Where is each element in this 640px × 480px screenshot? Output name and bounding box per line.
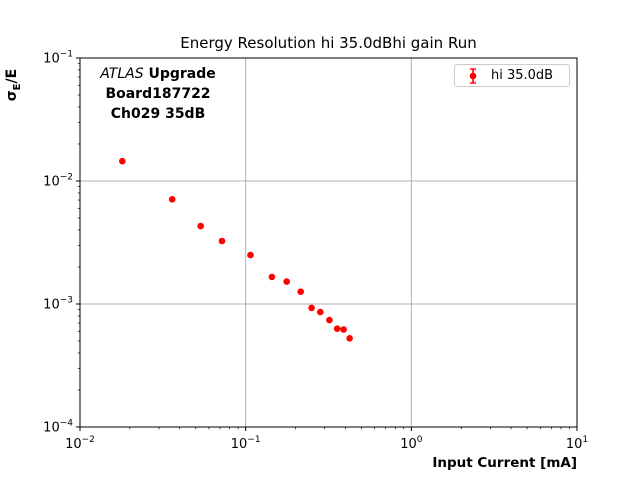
data-point (317, 308, 324, 316)
data-point (326, 316, 333, 324)
plot-title: Energy Resolution hi 35.0dBhi gain Run (180, 34, 477, 52)
y-tick-label: 10−1 (43, 50, 73, 67)
x-axis-label: Input Current [mA] (432, 455, 577, 471)
legend-box: hi 35.0dB (454, 64, 570, 87)
data-point (218, 237, 226, 245)
data-point (268, 273, 276, 281)
errorbar-marker-icon (469, 67, 477, 84)
plot-spines (79, 57, 578, 428)
x-tick-labels: 10−2 10−1 100 101 (65, 435, 588, 452)
annotation-channel: Ch029 35dB (110, 106, 206, 122)
data-point (168, 196, 176, 203)
corner-annotation: ATLAS Upgrade Board187722 Ch029 35dB (96, 64, 220, 124)
data-point (308, 304, 315, 312)
x-tick-label: 101 (566, 435, 588, 452)
annotation-atlas: ATLAS (100, 66, 144, 82)
y-axis-ticks (76, 57, 80, 428)
data-point (247, 251, 254, 259)
y-tick-label: 10−2 (43, 173, 73, 190)
legend-entry-label: hi 35.0dB (491, 68, 554, 83)
y-axis-label: σE/E (4, 68, 23, 102)
x-tick-label: 100 (400, 435, 423, 452)
data-point (333, 325, 341, 333)
x-tick-label: 10−2 (65, 435, 95, 452)
x-gridlines (245, 58, 412, 427)
data-point (297, 288, 305, 296)
data-point (346, 335, 353, 342)
x-axis-ticks (79, 427, 578, 431)
data-series (119, 157, 353, 342)
annotation-upgrade: Upgrade (143, 66, 216, 82)
y-tick-label: 10−3 (43, 296, 73, 313)
data-point (340, 326, 347, 333)
y-tick-label: 10−4 (43, 419, 73, 436)
annotation-board: Board187722 (105, 86, 211, 102)
data-point (119, 157, 126, 165)
x-tick-label: 10−1 (231, 435, 261, 452)
y-tick-labels: 10−1 10−2 10−3 10−4 (43, 50, 73, 436)
data-point (197, 222, 204, 230)
y-gridlines (80, 180, 577, 305)
data-point (283, 278, 291, 285)
